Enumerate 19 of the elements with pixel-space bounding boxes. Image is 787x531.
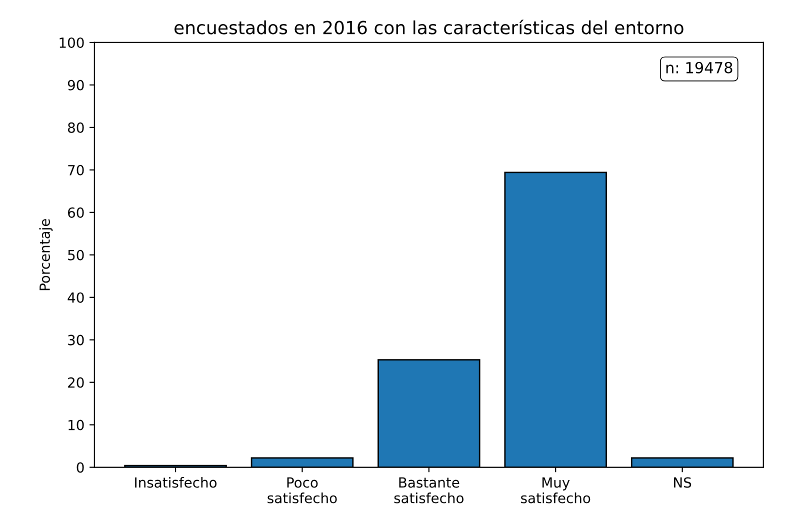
chart-title: encuestados en 2016 con las características del entorno (174, 20, 684, 34)
y-tick-label: 90 (68, 80, 84, 90)
y-axis-title: Porcentaje (39, 219, 53, 290)
x-tick-label: Insatisfecho (135, 477, 217, 488)
y-tick-label: 60 (68, 207, 84, 218)
x-tick-label: Muy satisfecho (521, 477, 590, 504)
y-tick-label: 40 (68, 292, 84, 303)
y-tick-label: 0 (76, 462, 84, 473)
y-tick-label: 100 (60, 37, 84, 48)
x-tick-label: Poco satisfecho (268, 477, 337, 504)
y-tick-label: 80 (68, 122, 84, 133)
y-tick-label: 10 (68, 420, 84, 430)
y-tick-label: 20 (68, 377, 84, 388)
y-tick-label: 30 (68, 334, 84, 346)
annotation: n: 19478 (666, 62, 732, 74)
y-tick-label: 50 (68, 250, 84, 260)
x-tick-label: NS (674, 477, 692, 488)
y-tick-label: 70 (68, 164, 84, 176)
x-tick-label: Bastante satisfecho (394, 477, 464, 504)
